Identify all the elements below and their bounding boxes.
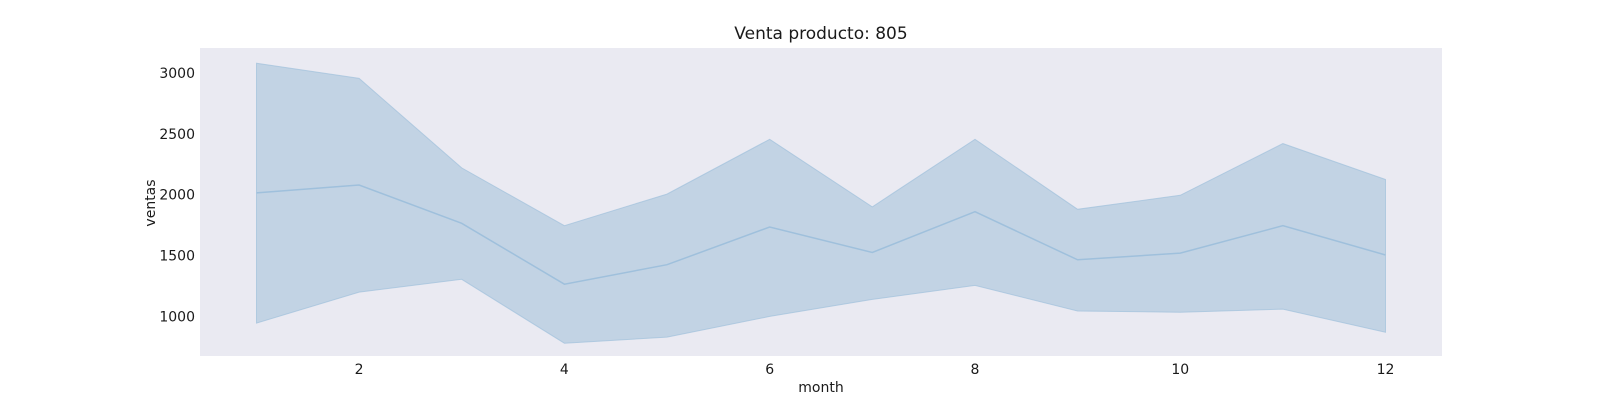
data-point-month-11 <box>1280 223 1285 228</box>
x-tick-label: 8 <box>971 362 980 378</box>
data-point-month-2 <box>357 182 362 187</box>
data-point-month-6 <box>767 224 772 229</box>
data-point-month-12 <box>1383 252 1388 257</box>
data-point-month-9 <box>1075 257 1080 262</box>
data-point-month-10 <box>1178 251 1183 256</box>
x-axis-ticks: 2 4 6 8 10 12 <box>355 362 1395 378</box>
data-point-month-4 <box>562 282 567 287</box>
x-tick-label: 6 <box>765 362 774 378</box>
x-tick-label: 2 <box>355 362 364 378</box>
y-axis-ticks: 1000 1500 2000 2500 3000 <box>159 66 195 325</box>
confidence-band <box>256 62 1386 344</box>
y-tick-label: 2500 <box>159 127 195 143</box>
y-axis-label: ventas <box>143 179 159 226</box>
chart-title: Venta producto: 805 <box>734 24 907 44</box>
data-point-month-8 <box>972 209 977 214</box>
y-tick-label: 2000 <box>159 188 195 204</box>
data-point-month-5 <box>665 262 670 267</box>
x-tick-label: 12 <box>1377 362 1395 378</box>
data-point-month-1 <box>254 190 259 195</box>
x-tick-label: 4 <box>560 362 569 378</box>
data-point-month-3 <box>459 221 464 226</box>
x-axis-label: month <box>798 380 843 396</box>
y-tick-label: 1000 <box>159 309 195 325</box>
mean-line <box>256 184 1386 285</box>
y-tick-label: 1500 <box>159 249 195 265</box>
y-tick-label: 3000 <box>159 66 195 82</box>
data-point-month-7 <box>870 250 875 255</box>
x-tick-label: 10 <box>1171 362 1189 378</box>
